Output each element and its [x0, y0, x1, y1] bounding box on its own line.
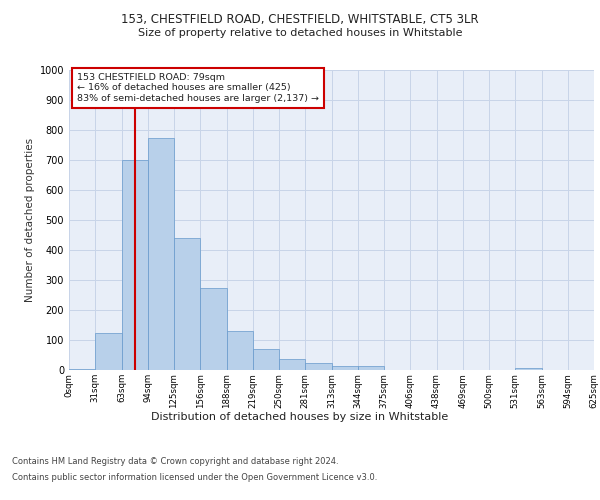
Bar [227, 331, 253, 370]
Text: Size of property relative to detached houses in Whitstable: Size of property relative to detached ho… [138, 28, 462, 38]
Bar [331, 366, 358, 370]
Bar [121, 160, 148, 370]
Bar [174, 238, 200, 370]
Bar [358, 366, 384, 370]
Text: 153 CHESTFIELD ROAD: 79sqm
← 16% of detached houses are smaller (425)
83% of sem: 153 CHESTFIELD ROAD: 79sqm ← 16% of deta… [77, 73, 319, 103]
Bar [279, 358, 305, 370]
Bar [515, 368, 542, 370]
Bar [200, 288, 227, 370]
Text: Contains HM Land Registry data © Crown copyright and database right 2024.: Contains HM Land Registry data © Crown c… [12, 458, 338, 466]
Bar [148, 138, 174, 370]
Bar [95, 332, 121, 370]
Bar [305, 364, 331, 370]
Text: 153, CHESTFIELD ROAD, CHESTFIELD, WHITSTABLE, CT5 3LR: 153, CHESTFIELD ROAD, CHESTFIELD, WHITST… [121, 12, 479, 26]
Bar [253, 349, 279, 370]
Text: Contains public sector information licensed under the Open Government Licence v3: Contains public sector information licen… [12, 472, 377, 482]
Y-axis label: Number of detached properties: Number of detached properties [25, 138, 35, 302]
Text: Distribution of detached houses by size in Whitstable: Distribution of detached houses by size … [151, 412, 449, 422]
Bar [69, 368, 95, 370]
